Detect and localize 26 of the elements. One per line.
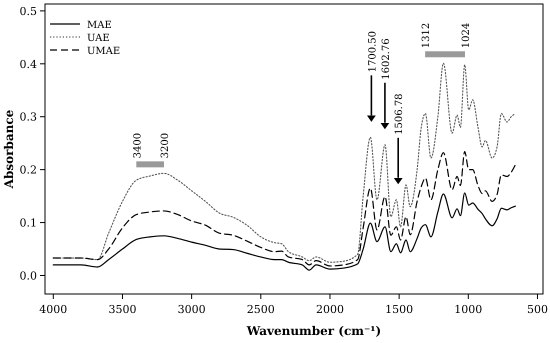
y-axis-title: Absorbance	[2, 109, 16, 190]
annotation: 3400	[132, 132, 144, 158]
annotation: 1312	[421, 22, 432, 48]
x-tick-label: 4000	[39, 303, 68, 316]
y-tick-label: 0.3	[20, 110, 37, 124]
x-tick-label: 3500	[108, 303, 136, 316]
annotation: 3200	[160, 132, 171, 158]
x-tick-label: 2500	[246, 303, 275, 316]
annotation: 1602.76	[380, 38, 392, 80]
x-tick-label: 3000	[178, 303, 206, 316]
annotation: 1506.78	[394, 93, 406, 135]
x-tick-label: 1000	[454, 303, 482, 316]
legend-label: UMAE	[87, 46, 120, 57]
y-tick-label: 0.2	[20, 164, 37, 177]
x-tick-label: 500	[526, 303, 548, 316]
y-tick-label: 0.0	[20, 269, 37, 282]
annotation: 1700.50	[367, 31, 378, 72]
annotation: 1024	[460, 22, 472, 48]
x-axis-title: Wavenumber (cm⁻¹)	[246, 324, 382, 338]
x-tick-label: 1500	[385, 303, 414, 316]
legend-label: MAE	[87, 20, 112, 31]
x-tick-label: 2000	[316, 303, 344, 316]
y-tick-label: 0.1	[20, 216, 37, 230]
y-tick-label: 0.4	[20, 58, 37, 71]
legend-label: UAE	[87, 33, 110, 44]
y-tick-label: 0.5	[20, 4, 37, 18]
